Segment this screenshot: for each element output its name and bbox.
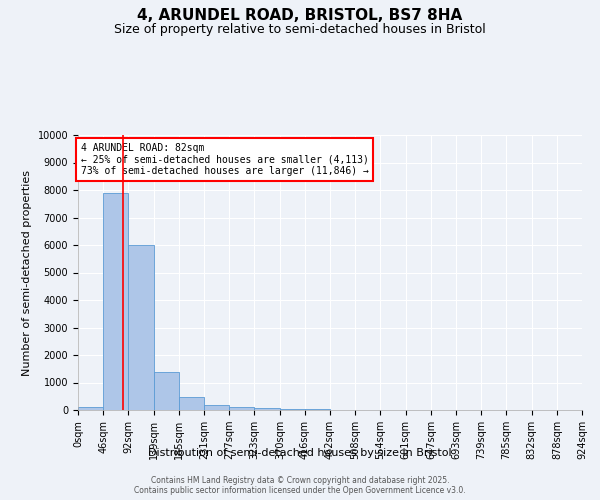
Text: Distribution of semi-detached houses by size in Bristol: Distribution of semi-detached houses by … [148, 448, 452, 458]
Text: 4 ARUNDEL ROAD: 82sqm
← 25% of semi-detached houses are smaller (4,113)
73% of s: 4 ARUNDEL ROAD: 82sqm ← 25% of semi-deta… [81, 143, 368, 176]
Bar [179, 397, 204, 410]
Bar [204, 404, 229, 410]
Bar [103, 192, 128, 410]
Bar [254, 408, 280, 410]
Bar [229, 406, 254, 410]
Bar [128, 245, 154, 410]
Bar [280, 408, 305, 410]
Text: Size of property relative to semi-detached houses in Bristol: Size of property relative to semi-detach… [114, 22, 486, 36]
Y-axis label: Number of semi-detached properties: Number of semi-detached properties [22, 170, 32, 376]
Bar [154, 372, 179, 410]
Bar [78, 407, 103, 410]
Text: Contains HM Land Registry data © Crown copyright and database right 2025.
Contai: Contains HM Land Registry data © Crown c… [134, 476, 466, 495]
Text: 4, ARUNDEL ROAD, BRISTOL, BS7 8HA: 4, ARUNDEL ROAD, BRISTOL, BS7 8HA [137, 8, 463, 22]
